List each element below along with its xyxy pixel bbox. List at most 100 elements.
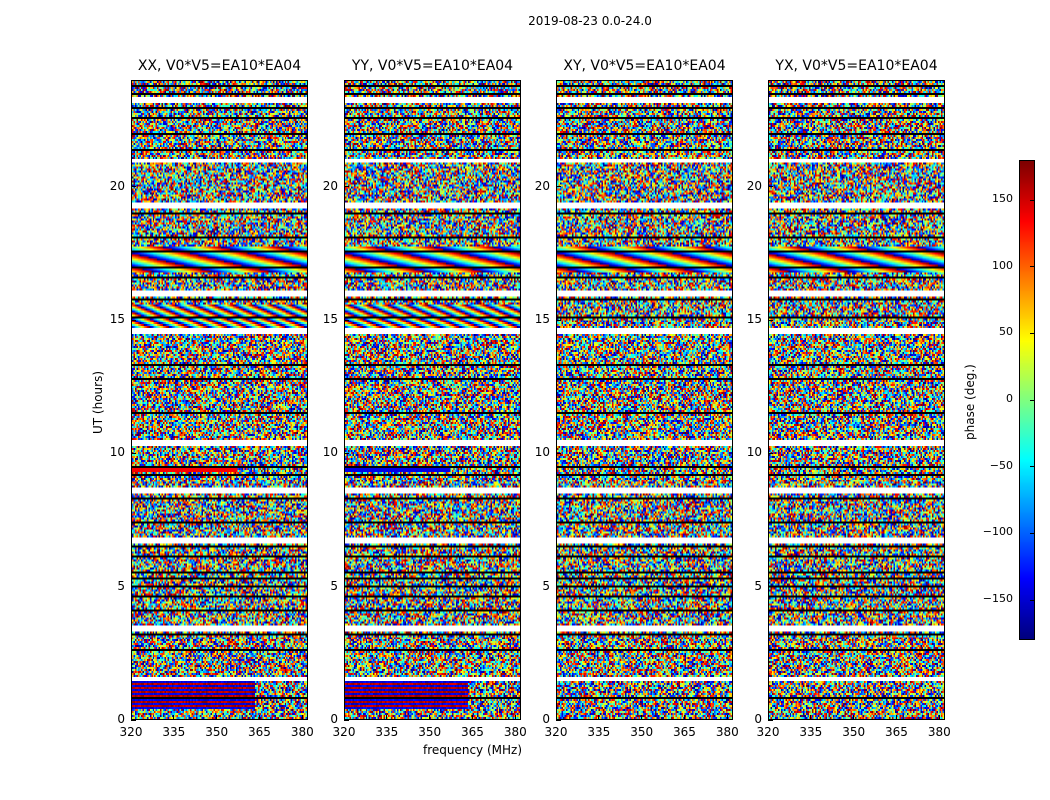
colorbar-tick-label: 50 bbox=[999, 325, 1013, 339]
y-tick-mark bbox=[131, 319, 136, 321]
y-tick-mark bbox=[556, 719, 561, 721]
x-tick-mark bbox=[810, 715, 812, 720]
x-tick-label: 320 bbox=[756, 725, 780, 739]
x-tick-mark bbox=[343, 715, 345, 720]
y-tick-label: 20 bbox=[746, 178, 762, 193]
colorbar-tick-label: 150 bbox=[992, 192, 1013, 205]
y-tick-mark bbox=[131, 186, 136, 188]
x-tick-mark bbox=[386, 715, 388, 720]
x-tick-label: 365 bbox=[673, 725, 696, 739]
y-tick-mark bbox=[768, 719, 773, 721]
x-tick-label: 365 bbox=[885, 725, 908, 739]
y-tick-mark bbox=[768, 319, 773, 321]
y-tick-label: 20 bbox=[322, 178, 338, 193]
panel-title-2: YY, V0*V5=EA10*EA04 bbox=[351, 58, 514, 74]
y-tick-label: 20 bbox=[534, 178, 550, 193]
y-tick-label: 20 bbox=[109, 178, 125, 193]
x-tick-mark bbox=[895, 715, 897, 720]
x-tick-mark bbox=[130, 715, 132, 720]
x-tick-label: 350 bbox=[205, 725, 229, 739]
x-tick-label: 350 bbox=[842, 725, 866, 739]
colorbar-tick-label: 100 bbox=[992, 258, 1013, 272]
colorbar-tick-label: −50 bbox=[989, 458, 1013, 472]
y-tick-mark bbox=[344, 719, 349, 721]
y-tick-label: 0 bbox=[330, 712, 338, 726]
colorbar-tick-mark bbox=[1030, 466, 1035, 468]
y-tick-mark bbox=[131, 586, 136, 588]
x-tick-mark bbox=[726, 715, 728, 720]
y-tick-label: 15 bbox=[109, 312, 125, 326]
x-tick-label: 320 bbox=[332, 725, 356, 739]
colorbar-tick-label: −100 bbox=[982, 525, 1013, 539]
panel-title-3: XY, V0*V5=EA10*EA04 bbox=[563, 58, 726, 74]
y-tick-label: 10 bbox=[109, 445, 125, 460]
y-tick-label: 0 bbox=[117, 712, 125, 726]
colorbar-tick-mark bbox=[1030, 199, 1035, 201]
x-tick-label: 365 bbox=[461, 725, 484, 739]
x-tick-mark bbox=[471, 715, 473, 720]
colorbar-tick-label: −150 bbox=[982, 592, 1013, 605]
y-tick-label: 15 bbox=[322, 312, 338, 326]
x-tick-mark bbox=[938, 715, 940, 720]
heatmap-canvas-3 bbox=[557, 81, 732, 719]
y-tick-label: 0 bbox=[754, 712, 762, 726]
colorbar-tick-mark bbox=[1030, 599, 1035, 601]
y-tick-label: 5 bbox=[754, 578, 762, 593]
x-axis-label: frequency (MHz) bbox=[422, 743, 523, 757]
x-tick-mark bbox=[598, 715, 600, 720]
x-tick-mark bbox=[301, 715, 303, 720]
heatmap-panel-1 bbox=[131, 80, 308, 720]
y-tick-label: 10 bbox=[322, 445, 338, 460]
y-tick-mark bbox=[344, 319, 349, 321]
x-tick-label: 335 bbox=[587, 725, 611, 739]
y-tick-mark bbox=[344, 586, 349, 588]
y-tick-mark bbox=[768, 186, 773, 188]
y-tick-mark bbox=[131, 452, 136, 454]
x-tick-label: 335 bbox=[375, 725, 399, 739]
x-tick-label: 350 bbox=[630, 725, 654, 739]
heatmap-panel-2 bbox=[344, 80, 521, 720]
x-tick-mark bbox=[258, 715, 260, 720]
x-tick-label: 335 bbox=[162, 725, 186, 739]
figure-title: 2019-08-23 0.0-24.0 bbox=[528, 14, 652, 28]
x-tick-label: 380 bbox=[290, 725, 314, 739]
y-tick-label: 15 bbox=[534, 312, 550, 326]
x-tick-mark bbox=[429, 715, 431, 720]
y-tick-mark bbox=[556, 319, 561, 321]
x-tick-mark bbox=[514, 715, 516, 720]
panel-title-1: XX, V0*V5=EA10*EA04 bbox=[137, 58, 302, 74]
heatmap-canvas-2 bbox=[345, 81, 520, 719]
x-tick-label: 380 bbox=[503, 725, 527, 739]
x-tick-label: 320 bbox=[119, 725, 143, 739]
colorbar-canvas bbox=[1020, 161, 1034, 639]
x-tick-mark bbox=[853, 715, 855, 720]
heatmap-panel-4 bbox=[768, 80, 945, 720]
y-tick-label: 0 bbox=[542, 712, 550, 726]
x-tick-mark bbox=[641, 715, 643, 720]
y-tick-mark bbox=[131, 719, 136, 721]
heatmap-canvas-1 bbox=[132, 81, 307, 719]
heatmap-canvas-4 bbox=[769, 81, 944, 719]
y-tick-mark bbox=[344, 452, 349, 454]
colorbar-tick-mark bbox=[1030, 266, 1035, 268]
y-tick-mark bbox=[556, 586, 561, 588]
y-axis-label: UT (hours) bbox=[91, 370, 105, 434]
x-tick-mark bbox=[767, 715, 769, 720]
y-tick-label: 15 bbox=[746, 312, 762, 326]
x-tick-mark bbox=[683, 715, 685, 720]
x-tick-mark bbox=[216, 715, 218, 720]
panel-title-4: YX, V0*V5=EA10*EA04 bbox=[775, 58, 938, 74]
y-tick-mark bbox=[768, 586, 773, 588]
x-tick-label: 335 bbox=[799, 725, 823, 739]
y-tick-label: 5 bbox=[330, 578, 338, 593]
x-tick-mark bbox=[555, 715, 557, 720]
y-tick-label: 10 bbox=[746, 445, 762, 460]
y-tick-label: 10 bbox=[534, 445, 550, 460]
x-tick-label: 365 bbox=[248, 725, 271, 739]
y-tick-mark bbox=[556, 452, 561, 454]
colorbar-tick-mark bbox=[1030, 399, 1035, 401]
colorbar-label: phase (deg.) bbox=[963, 364, 977, 440]
x-tick-label: 350 bbox=[418, 725, 442, 739]
x-tick-mark bbox=[173, 715, 175, 720]
x-tick-label: 320 bbox=[544, 725, 568, 739]
